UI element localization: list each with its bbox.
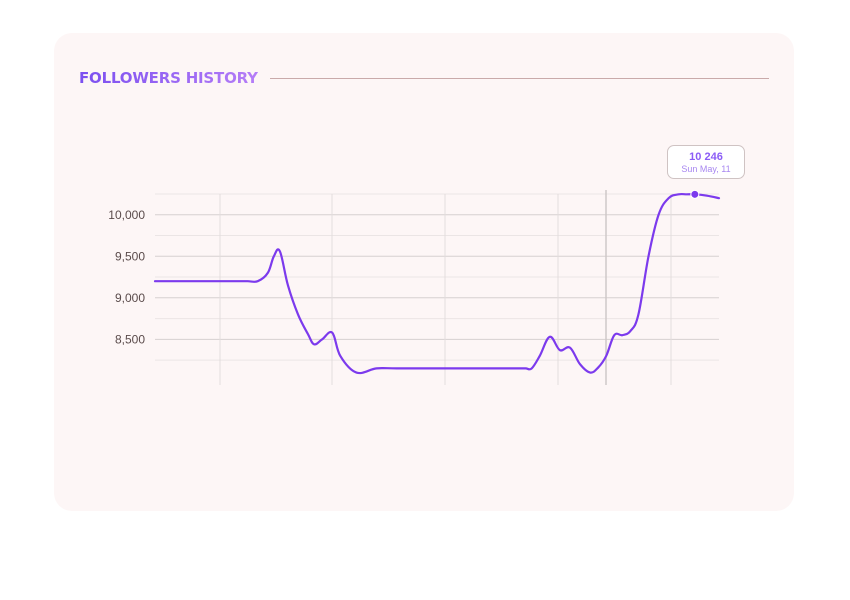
header-divider (269, 77, 769, 79)
value-tooltip: 10 246 Sun May, 11 (667, 145, 745, 179)
y-tick-label: 9,000 (115, 291, 145, 305)
tooltip-value: 10 246 (689, 151, 723, 163)
y-tick-label: 9,500 (115, 249, 145, 263)
card-title: FOLLOWERS HISTORY (79, 69, 258, 87)
tooltip-date: Sun May, 11 (681, 164, 731, 174)
y-tick-label: 10,000 (108, 208, 145, 222)
chart-grid (155, 190, 719, 385)
followers-series-line (153, 192, 721, 375)
card-header: FOLLOWERS HISTORY (79, 69, 769, 87)
y-tick-label: 8,500 (115, 332, 145, 346)
y-axis: 8,500 9,000 9,500 10,000 (108, 208, 145, 347)
highlight-point[interactable] (690, 189, 700, 199)
